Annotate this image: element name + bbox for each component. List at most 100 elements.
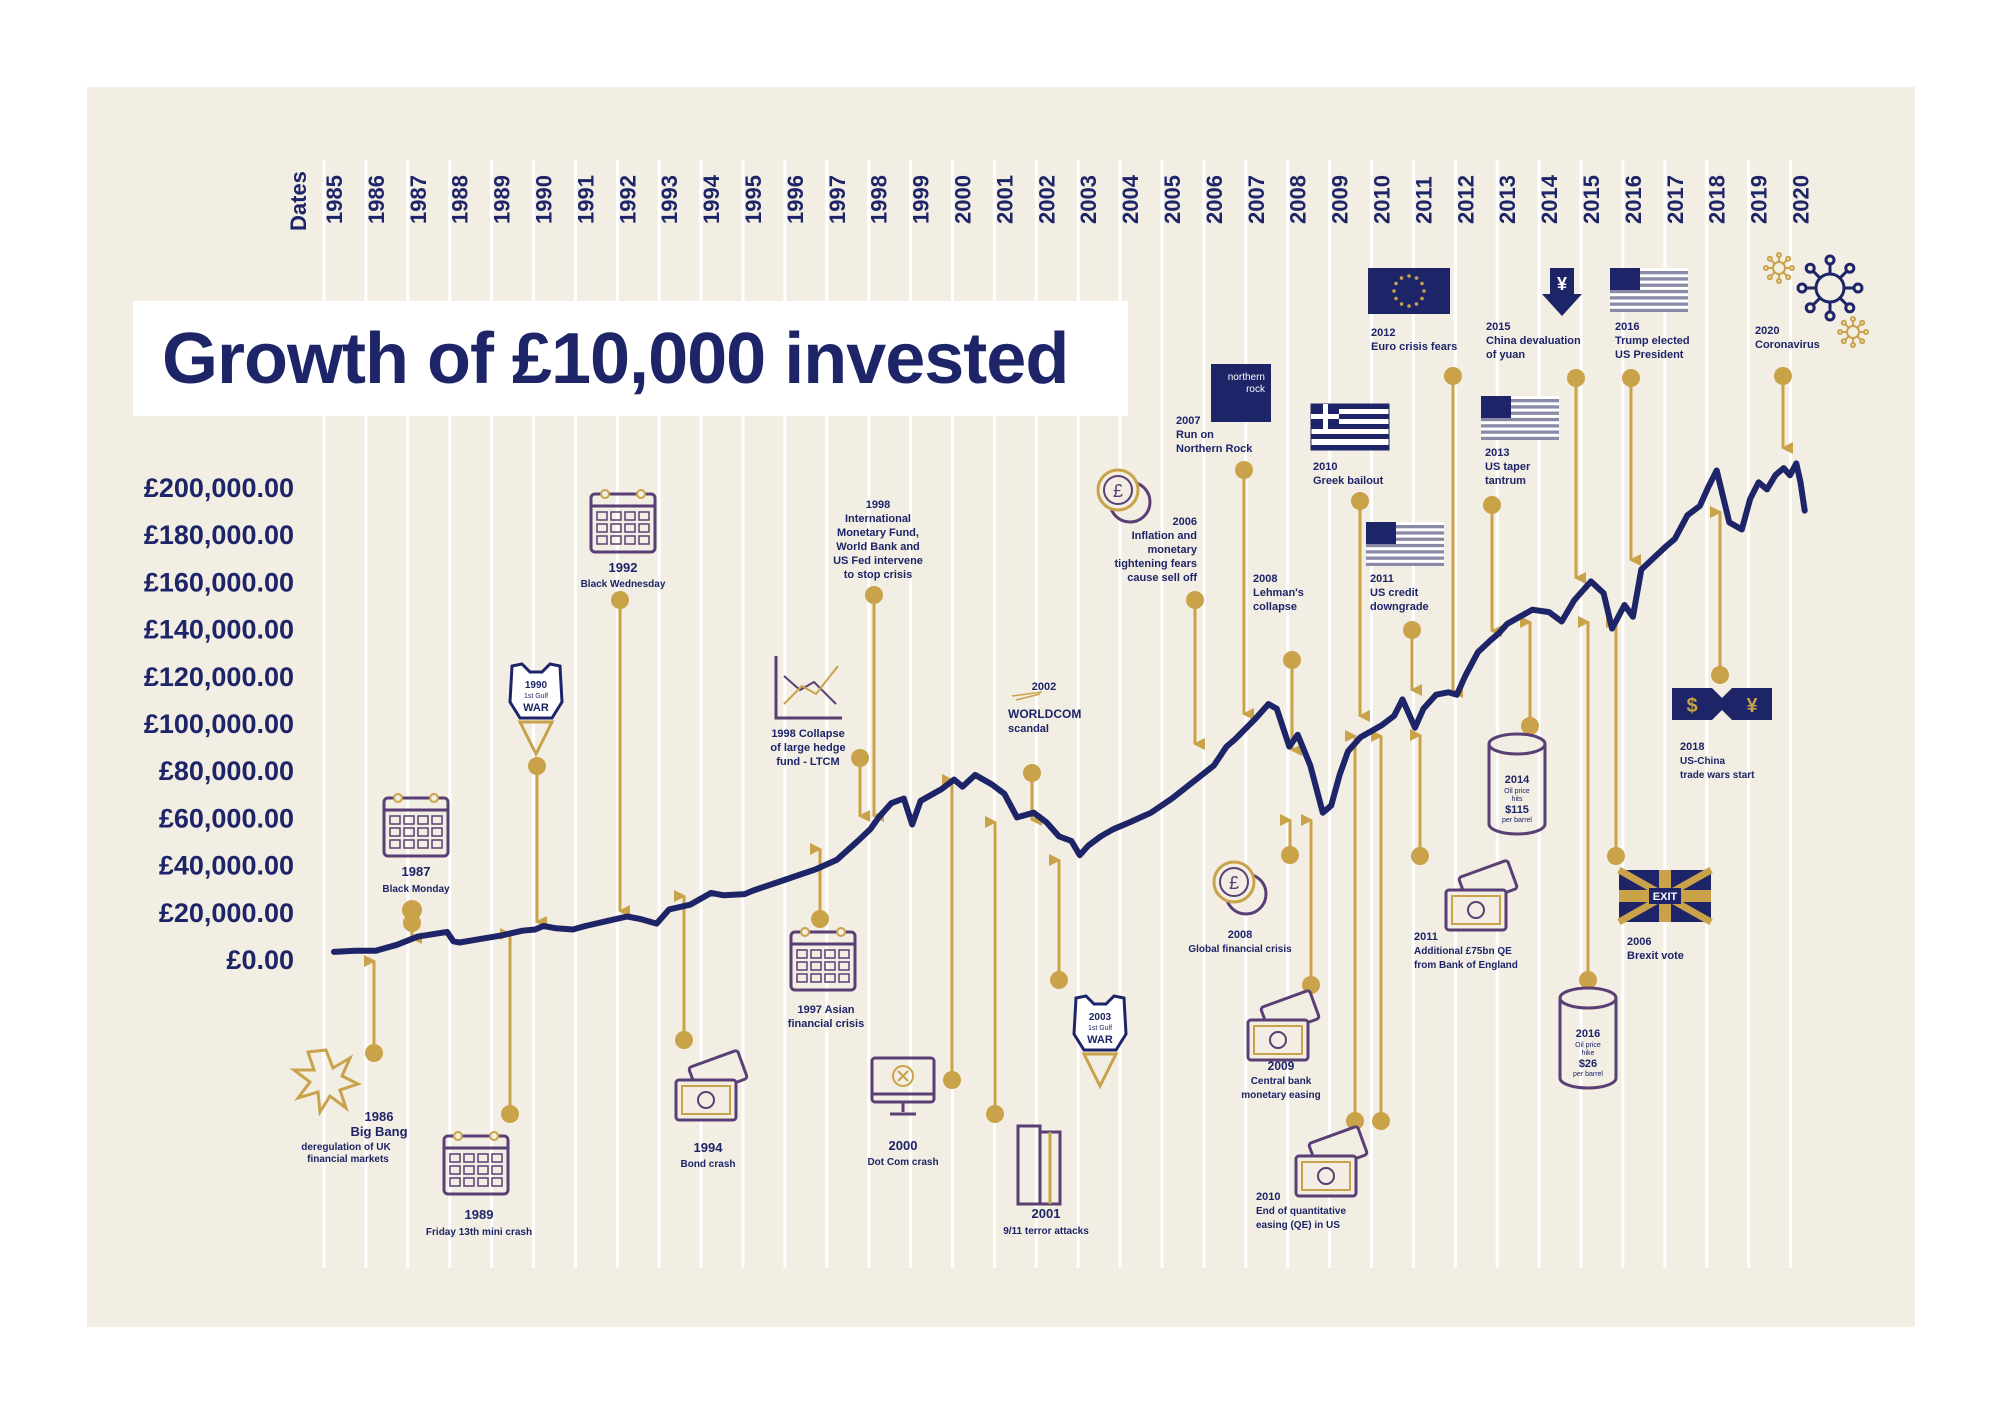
towers-icon (1016, 1124, 1062, 1206)
calendar-day-cell (610, 511, 622, 521)
year-tick-label: 2016 (1621, 175, 1646, 224)
flag-stripe (1610, 274, 1688, 278)
calendar-day-cell (491, 1153, 503, 1163)
event-imf-line3: World Bank and (836, 541, 920, 553)
event-ltcm-desc: of large hedge (770, 742, 845, 754)
flag-stripe (1610, 305, 1688, 309)
year-axis: Dates 1985 1986 1987 1988 1989 1990 1991 1992 199… (286, 171, 1814, 231)
northern-rock-word1: northern (1228, 372, 1265, 383)
event-boe-line2: from Bank of England (1414, 960, 1518, 971)
value-tick-label: £160,000.00 (144, 567, 294, 597)
virus-spike-tip (1776, 278, 1782, 284)
gulf-2003-year: 2003 (1089, 1012, 1112, 1023)
value-axis: £0.00 £20,000.00 £40,000.00 £60,000.00 £80,0… (144, 473, 294, 975)
oil-barrel-icon: 2016 Oil price hike $26 per barrel (1558, 986, 1618, 1090)
virus-icon (1837, 316, 1869, 348)
flag-stripe (1610, 280, 1688, 284)
virus-spike-tip (1844, 262, 1856, 274)
eu-star (1399, 276, 1404, 280)
flag-stripe (1481, 408, 1559, 412)
event-ltcm-title: 1998 Collapse (771, 728, 844, 740)
northern-rock-word2: rock (1246, 384, 1266, 395)
virus-spike-tip (1840, 338, 1847, 345)
event-2000-title: Dot Com crash (867, 1157, 938, 1168)
dollar-yuan-icon: $ ¥ (1672, 688, 1772, 720)
yuan-glyph: ¥ (1557, 274, 1567, 294)
virus-spike-tip (1859, 319, 1866, 326)
flag-stripe (1366, 540, 1444, 544)
calendar-day-cell (796, 961, 808, 971)
calendar-day-cell (431, 815, 443, 825)
calendar-day-cell (417, 815, 429, 825)
event-arrow-dot (1372, 1112, 1390, 1130)
event-arrow-dot (1711, 666, 1729, 684)
calendar-day-cell (463, 1165, 475, 1175)
event-corona-year: 2020 (1755, 325, 1779, 337)
year-tick-label: 2001 (992, 175, 1017, 224)
oil-2016-unit: per barrel (1573, 1071, 1603, 1078)
calendar-day-cell (624, 535, 636, 545)
virus-spike-tip (1840, 319, 1847, 326)
value-tick-label: £200,000.00 (144, 473, 294, 503)
calendar-day-cell (477, 1153, 489, 1163)
event-lehman-year: 2008 (1253, 573, 1277, 585)
value-tick-label: £120,000.00 (144, 662, 294, 692)
year-tick-label: 1992 (615, 175, 640, 224)
event-trump-line1: Trump elected (1615, 335, 1690, 347)
event-arrow-dot (365, 1044, 383, 1062)
year-tick-label: 2019 (1747, 175, 1772, 224)
year-tick-label: 1987 (406, 175, 431, 224)
flag-stripe (1481, 427, 1559, 431)
year-tick-label: 2015 (1579, 175, 1604, 224)
computer-icon (870, 1056, 936, 1116)
oil-2016-price: $26 (1579, 1058, 1597, 1070)
event-1986-desc2: financial markets (307, 1154, 389, 1165)
calendar-day-cell (624, 523, 636, 533)
calendar-day-cell (389, 827, 401, 837)
calendar-icon (442, 1131, 510, 1196)
calendar-day-cell (417, 827, 429, 837)
calendar-day-cell (389, 815, 401, 825)
eu-star (1407, 274, 1411, 278)
calendar-icon (789, 927, 857, 992)
event-arrow-dot (1483, 496, 1501, 514)
event-2009-line2: monetary easing (1241, 1090, 1320, 1101)
event-1997-title: 1997 Asian (797, 1004, 854, 1016)
event-ltcm-desc2: fund - LTCM (776, 756, 839, 768)
gulf-1990-label: 1st Gulf (524, 693, 548, 700)
event-1989-year: 1989 (465, 1207, 494, 1222)
event-1992-year: 1992 (609, 560, 638, 575)
event-arrow-dot (1774, 367, 1792, 385)
oil-2016-year: 2016 (1576, 1028, 1600, 1040)
flag-stripe (1366, 534, 1444, 538)
year-tick-label: 2010 (1370, 175, 1395, 224)
event-arrow-dot (611, 591, 629, 609)
event-1986-title: Big Bang (350, 1124, 407, 1139)
calendar-day-cell (463, 1153, 475, 1163)
year-tick-label: 2014 (1537, 174, 1562, 224)
calendar-day-cell (449, 1177, 461, 1187)
year-tick-label: 1997 (825, 175, 850, 224)
calendar-day-cell (491, 1177, 503, 1187)
virus-icon (1796, 254, 1864, 322)
value-tick-label: £100,000.00 (144, 709, 294, 739)
calendar-day-cell (389, 839, 401, 849)
calendar-day-cell (824, 973, 836, 983)
event-boe-year: 2011 (1414, 931, 1438, 943)
event-2002-year: 2002 (1032, 681, 1056, 693)
flag-stripe (1366, 559, 1444, 563)
event-1992-title: Black Wednesday (581, 579, 666, 590)
year-tick-label: 2004 (1118, 174, 1143, 224)
eu-star (1394, 281, 1398, 286)
virus-spike-tip (1844, 302, 1856, 314)
event-qe-end-line1: End of quantitative (1256, 1206, 1346, 1217)
value-tick-label: £180,000.00 (144, 520, 294, 550)
event-2006-year: 2006 (1173, 516, 1197, 528)
calendar-day-cell (810, 961, 822, 971)
event-greek-title: Greek bailout (1313, 475, 1384, 487)
calendar-day-cell (431, 839, 443, 849)
event-2002-title: WORLDCOM (1008, 707, 1081, 721)
flag-stripe (1366, 547, 1444, 551)
event-arrows (364, 367, 1793, 1130)
union-jack-exit-icon: EXIT (1617, 866, 1713, 926)
